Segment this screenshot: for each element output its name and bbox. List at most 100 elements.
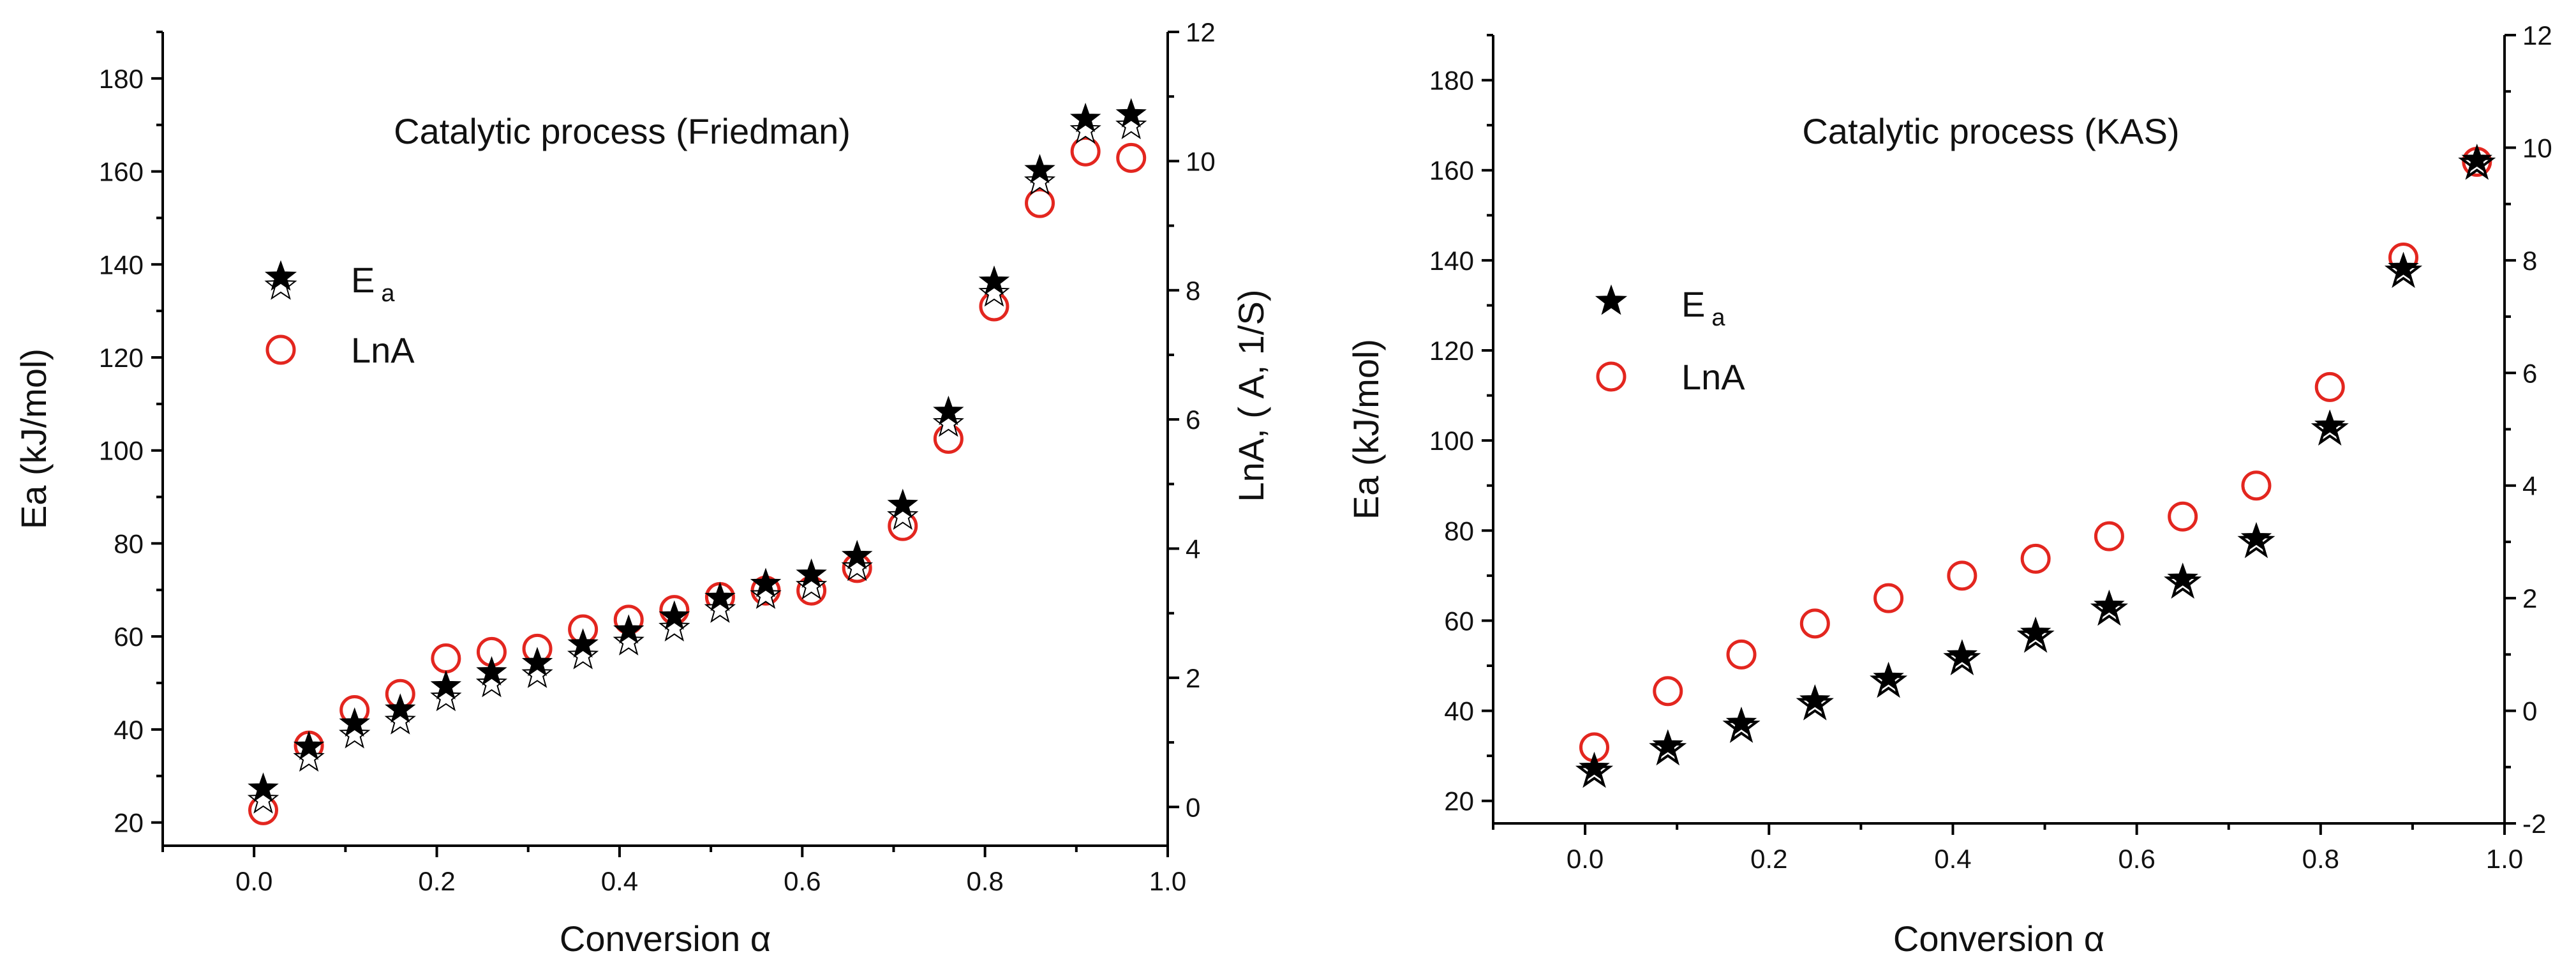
right-y-tick-label: 0 <box>1186 792 1200 822</box>
right-y-tick-label: 12 <box>2522 20 2552 50</box>
ea-point <box>2094 589 2125 619</box>
left-y-tick-label: 160 <box>99 157 144 187</box>
right-y-tick-label: 2 <box>2522 583 2537 613</box>
ea-point <box>978 265 1010 296</box>
x-tick-label: 0.4 <box>1934 844 1971 874</box>
ea-point-shadow <box>932 407 964 437</box>
ea-point-shadow <box>841 551 873 581</box>
right-y-tick-label: 6 <box>2522 358 2537 388</box>
x-axis-label: Conversion α <box>560 918 771 959</box>
left-y-axis-label: Ea (kJ/mol) <box>1346 339 1386 520</box>
ea-point-shadow <box>887 500 919 530</box>
right-y-tick-label: 6 <box>1186 405 1200 435</box>
ea-point <box>933 395 964 426</box>
left-y-tick-label: 100 <box>1429 426 1474 456</box>
ea-point <box>293 730 325 760</box>
left-y-tick-label: 60 <box>1444 606 1474 636</box>
left-y-tick-label: 60 <box>114 622 144 652</box>
ea-point <box>2388 251 2419 281</box>
legend-label-lna: LnA <box>351 330 415 370</box>
x-tick-label: 0.0 <box>235 866 272 896</box>
x-tick-label: 0.2 <box>1750 844 1787 874</box>
lna-point <box>1070 136 1101 167</box>
ea-point <box>1579 751 1610 781</box>
legend-circle-icon <box>265 334 296 365</box>
right-y-tick-label: 0 <box>2522 696 2537 726</box>
x-tick-label: 1.0 <box>1149 866 1186 896</box>
right-y-tick-label: 8 <box>2522 246 2537 276</box>
ea-point <box>704 581 736 611</box>
lna-point <box>2241 470 2272 501</box>
ea-point-shadow <box>247 783 279 814</box>
right-y-tick-label: 2 <box>1186 663 1200 693</box>
left-y-tick-label: 140 <box>99 250 144 280</box>
lna-point <box>1726 639 1757 670</box>
ea-point <box>521 647 553 677</box>
lna-point <box>2020 543 2051 574</box>
ea-point-shadow <box>475 667 508 698</box>
ea-point <box>1069 102 1101 133</box>
ea-point <box>2461 144 2492 174</box>
left-y-tick-label: 180 <box>1429 66 1474 96</box>
ea-point <box>659 600 690 630</box>
ea-point-shadow <box>339 718 371 749</box>
ea-point-shadow <box>978 276 1010 307</box>
x-tick-label: 0.4 <box>601 866 638 896</box>
left-y-tick-label: 20 <box>1444 786 1474 816</box>
left-y-tick-label: 120 <box>99 343 144 373</box>
legend-label-lna: LnA <box>1681 357 1745 397</box>
left-y-tick-label: 20 <box>114 808 144 838</box>
ea-point-shadow <box>704 592 736 623</box>
ea-point <box>1799 684 1831 714</box>
ea-point <box>887 488 918 518</box>
ea-point-shadow <box>795 569 828 600</box>
lna-point <box>1873 583 1904 613</box>
ea-point <box>613 614 644 644</box>
lna-point <box>2314 371 2345 402</box>
lna-point <box>1799 608 1830 639</box>
x-tick-label: 0.8 <box>966 866 1003 896</box>
lna-point <box>1653 676 1683 707</box>
x-tick-label: 0.8 <box>2302 844 2339 874</box>
left-y-tick-label: 40 <box>1444 696 1474 726</box>
legend-star-shadow <box>264 269 297 300</box>
left-y-tick-label: 80 <box>1444 516 1474 546</box>
x-tick-label: 0.2 <box>418 866 455 896</box>
right-y-tick-label: 4 <box>2522 471 2537 501</box>
ea-point <box>2167 562 2198 592</box>
ea-point <box>841 539 873 569</box>
friedman-chart: 0.0 0.2 0.4 0.6 0.8 1.02040608010012014016018… <box>13 17 1271 959</box>
ea-point <box>2020 617 2051 647</box>
right-y-tick-label: 8 <box>1186 276 1200 306</box>
ea-point <box>1873 661 1904 691</box>
x-tick-label: 0.6 <box>2118 844 2155 874</box>
ea-point <box>1115 98 1147 128</box>
chart-title: Catalytic process (Friedman) <box>394 111 851 151</box>
ea-point <box>476 656 507 686</box>
ea-point-shadow <box>384 704 416 735</box>
left-y-tick-label: 80 <box>114 528 144 558</box>
x-tick-label: 0.6 <box>784 866 821 896</box>
ea-point <box>339 707 370 737</box>
lna-point <box>1025 188 1055 218</box>
left-y-tick-label: 40 <box>114 715 144 745</box>
left-y-tick-label: 120 <box>1429 336 1474 366</box>
lna-point <box>2094 521 2124 551</box>
left-y-tick-label: 180 <box>99 64 144 94</box>
left-y-axis-label: Ea (kJ/mol) <box>13 349 54 529</box>
x-axis-label: Conversion α <box>1893 918 2104 959</box>
ea-point-shadow <box>1024 165 1056 195</box>
ea-point <box>1652 729 1683 759</box>
ea-point <box>1946 639 1978 669</box>
left-y-tick-label: 160 <box>1429 156 1474 186</box>
ea-point-shadow <box>750 579 782 609</box>
right-y-tick-label: 10 <box>1186 146 1216 176</box>
left-y-tick-label: 100 <box>99 436 144 466</box>
right-y-axis-label: LnA, ( A, 1/S) <box>1231 289 1271 502</box>
legend-circle-icon <box>1596 361 1627 392</box>
ea-point-shadow <box>659 611 690 641</box>
